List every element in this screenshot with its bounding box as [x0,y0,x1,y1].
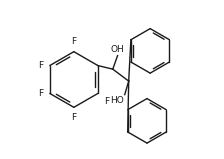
Text: F: F [39,89,44,98]
Text: F: F [71,37,76,46]
Text: HO: HO [110,96,124,105]
Text: F: F [71,113,76,122]
Text: F: F [104,97,109,106]
Text: F: F [39,61,44,70]
Text: OH: OH [111,45,125,54]
